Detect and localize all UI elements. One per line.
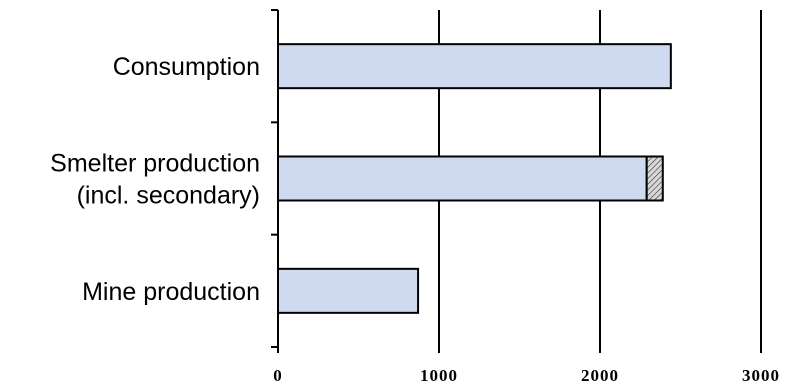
x-tick-label: 2000 [581, 366, 619, 385]
category-label: Mine production [82, 278, 260, 306]
x-tick-label: 1000 [420, 366, 458, 385]
x-tick-label: 3000 [742, 366, 780, 385]
axes [271, 9, 762, 353]
category-label: Smelter production [50, 150, 260, 178]
bars [277, 43, 672, 314]
x-tick-label: 0 [273, 366, 283, 385]
category-label: Consumption [113, 53, 260, 81]
bar-segment [277, 155, 648, 202]
category-label: (incl. secondary) [77, 182, 260, 210]
bar-segment [277, 43, 672, 90]
labels: 0 1000 2000 3000 Consumption Smelter producti… [50, 53, 780, 385]
bar-segment [277, 267, 420, 314]
bar-segment [645, 155, 664, 202]
